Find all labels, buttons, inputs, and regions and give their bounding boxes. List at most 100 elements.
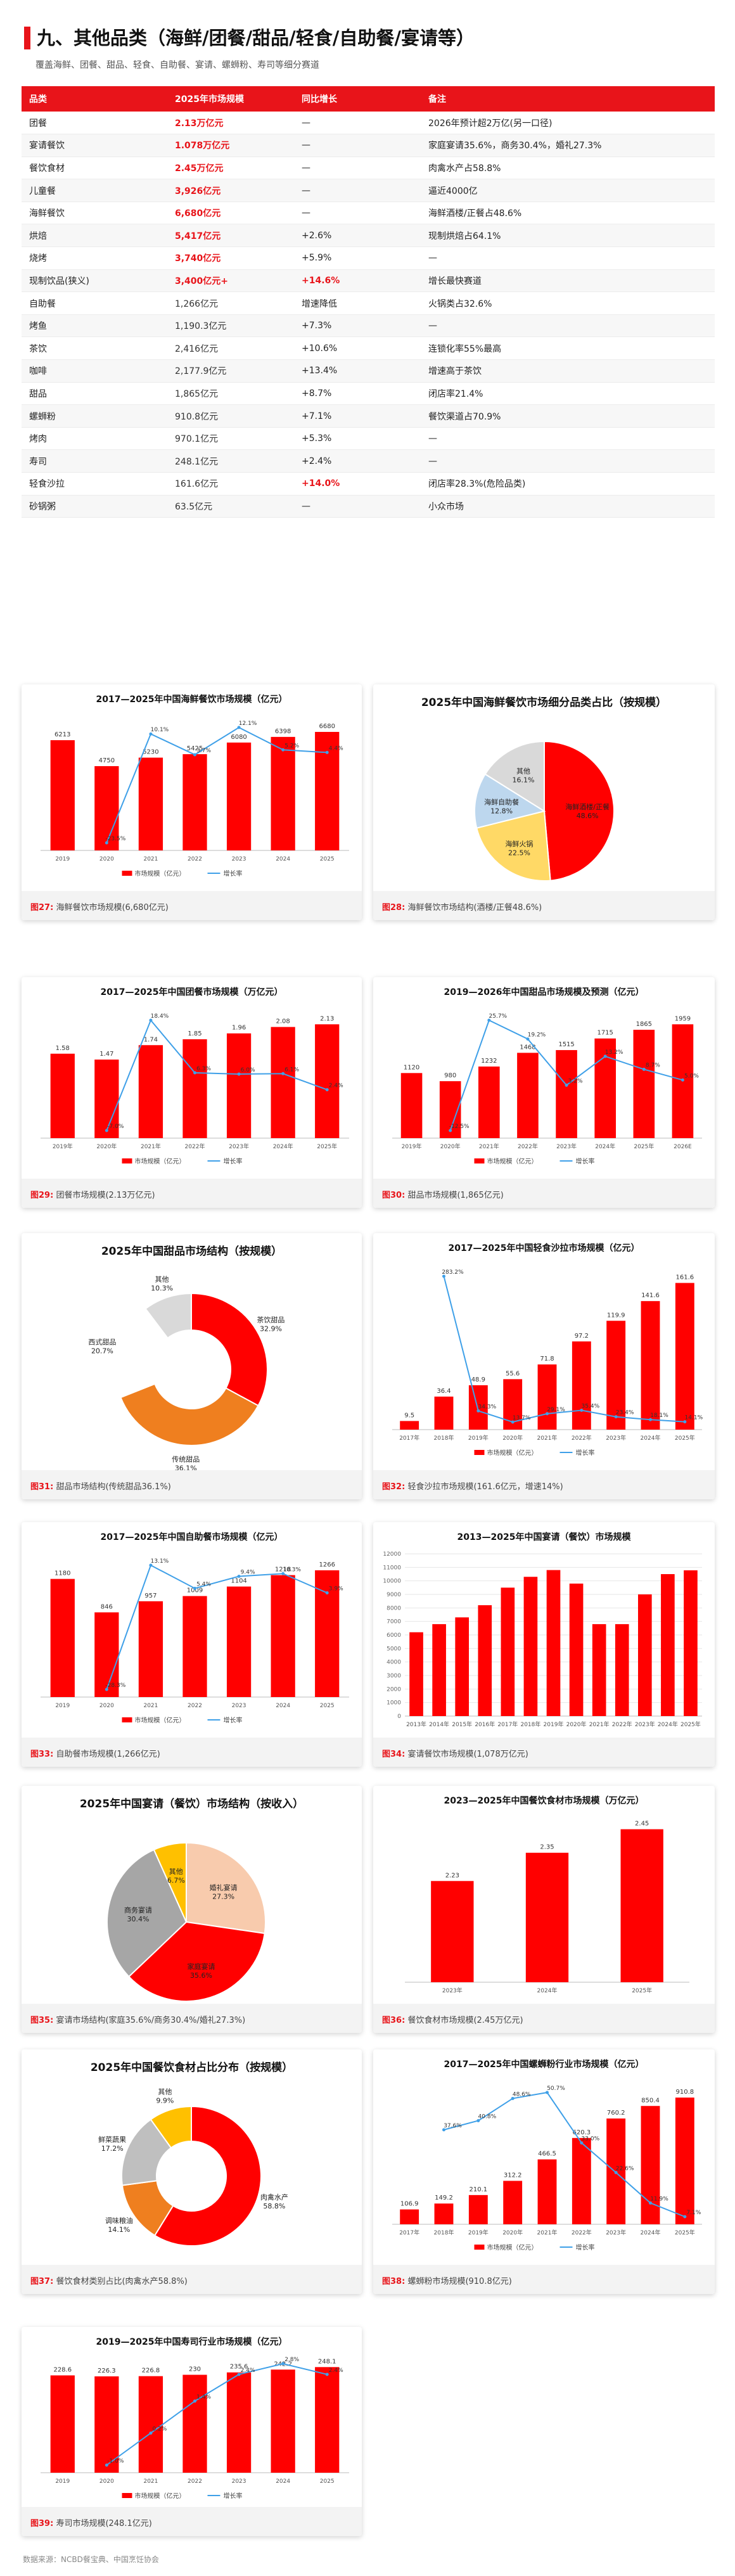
chart-card-ingredients: 2023—2025年中国餐饮食材市场规模（万亿元） 2.23 2023年 2.35 20…: [373, 1786, 715, 2033]
x-tick-label: 2020: [99, 856, 114, 862]
bar: [478, 1605, 492, 1716]
growth-label: -12.5%: [449, 1124, 470, 1130]
x-tick-label: 2021: [143, 2478, 158, 2485]
bar: [271, 736, 295, 850]
chart-card-salad: 2017—2025年中国轻食沙拉市场规模（亿元） 9.5 2017年 36.4 2018…: [373, 1233, 715, 1499]
growth-cell: —: [294, 134, 421, 157]
y-tick-label: 8000: [387, 1605, 401, 1612]
table-row: 烧烤 3,740亿元 +5.9% —: [22, 247, 715, 270]
slice: [474, 773, 546, 829]
slice: [186, 1842, 266, 1935]
note-cell: 现制烘焙占64.1%: [421, 224, 715, 248]
chart-caption: 图38: 螺蛳粉市场规模(910.8亿元): [373, 2265, 715, 2294]
bar: [572, 2137, 591, 2224]
bar: [661, 1574, 675, 1716]
growth-cell: 增速降低: [294, 292, 421, 315]
growth-label: 40.8%: [478, 2114, 497, 2120]
note-cell: —: [421, 449, 715, 473]
growth-label: 22.6%: [616, 2165, 634, 2172]
growth-cell: +2.4%: [294, 449, 421, 473]
growth-cell: +5.3%: [294, 427, 421, 451]
x-tick-label: 2022年: [612, 1721, 632, 1728]
growth-point: [476, 1409, 480, 1413]
chart-caption: 图36: 餐饮食材市场规模(2.45万亿元): [373, 2004, 715, 2033]
x-tick-label: 2022: [188, 856, 202, 862]
legend-label: 增长率: [576, 2243, 595, 2252]
category-cell: 烧烤: [22, 247, 167, 270]
table-row: 轻食沙拉 161.6亿元 +14.0% 闭店率28.3%(危险品类): [22, 472, 715, 496]
bar-value-label: 1180: [54, 1570, 70, 1577]
bar-value-label: 1009: [187, 1587, 203, 1594]
note-cell: 增速高于茶饮: [421, 359, 715, 383]
growth-label: 10.1%: [151, 727, 169, 733]
bar: [569, 1583, 584, 1716]
growth-cell: +14.6%: [294, 269, 421, 293]
category-cell: 团餐: [22, 112, 167, 135]
bar: [620, 1829, 663, 1982]
x-tick-label: 2025年: [634, 1143, 654, 1150]
slice-value: 20.7%: [91, 1347, 113, 1355]
bar: [400, 2209, 419, 2224]
slice-value: 12.8%: [490, 807, 513, 815]
growth-label: 0.2%: [152, 2426, 167, 2432]
x-tick-label: 2023年: [442, 1987, 463, 1994]
x-tick-label: 2024年: [273, 1143, 293, 1150]
bar-value-label: 1959: [675, 1015, 691, 1022]
growth-label: 2.8%: [284, 2357, 299, 2363]
table-row: 烘焙 5,417亿元 +2.6% 现制烘焙占64.1%: [22, 224, 715, 248]
growth-label: 18.1%: [650, 1413, 668, 1419]
table-row: 宴请餐饮 1.078万亿元 — 家庭宴请35.6%，商务30.4%，婚礼27.3%: [22, 134, 715, 157]
growth-label: 35.4%: [582, 1403, 600, 1409]
chart-title: 2025年中国餐饮食材占比分布（按规模）: [91, 2061, 293, 2074]
x-tick-label: 2021年: [537, 2229, 558, 2236]
bar-value-label: 1104: [231, 1578, 246, 1585]
growth-line: [106, 1019, 328, 1131]
bar: [537, 1364, 557, 1430]
bar: [138, 2376, 163, 2473]
chart-title: 2013—2025年中国宴请（餐饮）市场规模: [457, 1532, 632, 1542]
bar-value-label: 2.23: [445, 1872, 459, 1879]
x-tick-label: 2021年: [141, 1143, 161, 1150]
table-header-size: 2025年市场规模: [167, 86, 294, 112]
x-tick-label: 2017年: [497, 1721, 518, 1728]
y-tick-label: 5000: [387, 1646, 401, 1652]
growth-label: 7.1%: [686, 2210, 701, 2216]
growth-point: [603, 1054, 607, 1058]
growth-label: 3.2%: [568, 1078, 583, 1084]
growth-point: [614, 1415, 618, 1419]
growth-point: [281, 1572, 285, 1575]
bar: [50, 1053, 75, 1138]
slice-value: 14.1%: [108, 2226, 130, 2234]
slice-value: 10.3%: [151, 1285, 173, 1293]
bar: [50, 1579, 75, 1697]
growth-label: 13.7%: [513, 1415, 531, 1421]
x-tick-label: 2020年: [502, 1434, 523, 1442]
growth-label: 14.1%: [685, 1415, 703, 1421]
bar: [455, 1617, 470, 1716]
bar-value-label: 466.5: [538, 2151, 556, 2158]
chart-caption: 图30: 甜品市场规模(1,865亿元): [373, 1179, 715, 1208]
legend-label: 增长率: [576, 1157, 595, 1165]
growth-cell: +7.3%: [294, 314, 421, 338]
growth-cell: —: [294, 202, 421, 225]
x-tick-label: 2022年: [572, 2229, 592, 2236]
bar-value-label: 71.8: [540, 1355, 554, 1362]
page-title: 九、其他品类（海鲜/团餐/甜品/轻食/自助餐/宴请等）: [24, 27, 475, 49]
x-tick-label: 2021年: [479, 1143, 499, 1150]
growth-label: 6.3%: [196, 1066, 211, 1072]
chart-card-ingredient-structure: 2025年中国餐饮食材占比分布（按规模） 肉禽水产 58.8% 调味粮油 14.1% 鲜菜…: [22, 2049, 362, 2294]
slice-name: 婚礼宴请: [210, 1883, 238, 1892]
slice-value: 35.6%: [190, 1971, 212, 1980]
category-cell: 儿童餐: [22, 179, 167, 202]
size-cell: 2.45万亿元: [167, 157, 294, 180]
legend-swatch-bar: [474, 1450, 485, 1455]
bar-value-label: 141.6: [641, 1292, 660, 1299]
growth-label: 13.2%: [605, 1049, 623, 1056]
legend-label: 市场规模（亿元）: [135, 2492, 186, 2500]
y-tick-label: 0: [397, 1714, 401, 1720]
growth-point: [442, 2128, 445, 2132]
bar-value-label: 248.1: [318, 2358, 336, 2365]
chart-card-banquet: 2013—2025年中国宴请（餐饮）市场规模 0 1000 2000 3000 4000 5…: [373, 1522, 715, 1767]
bar: [431, 1881, 474, 1982]
slice-label: 婚礼宴请 27.3%: [210, 1883, 238, 1900]
